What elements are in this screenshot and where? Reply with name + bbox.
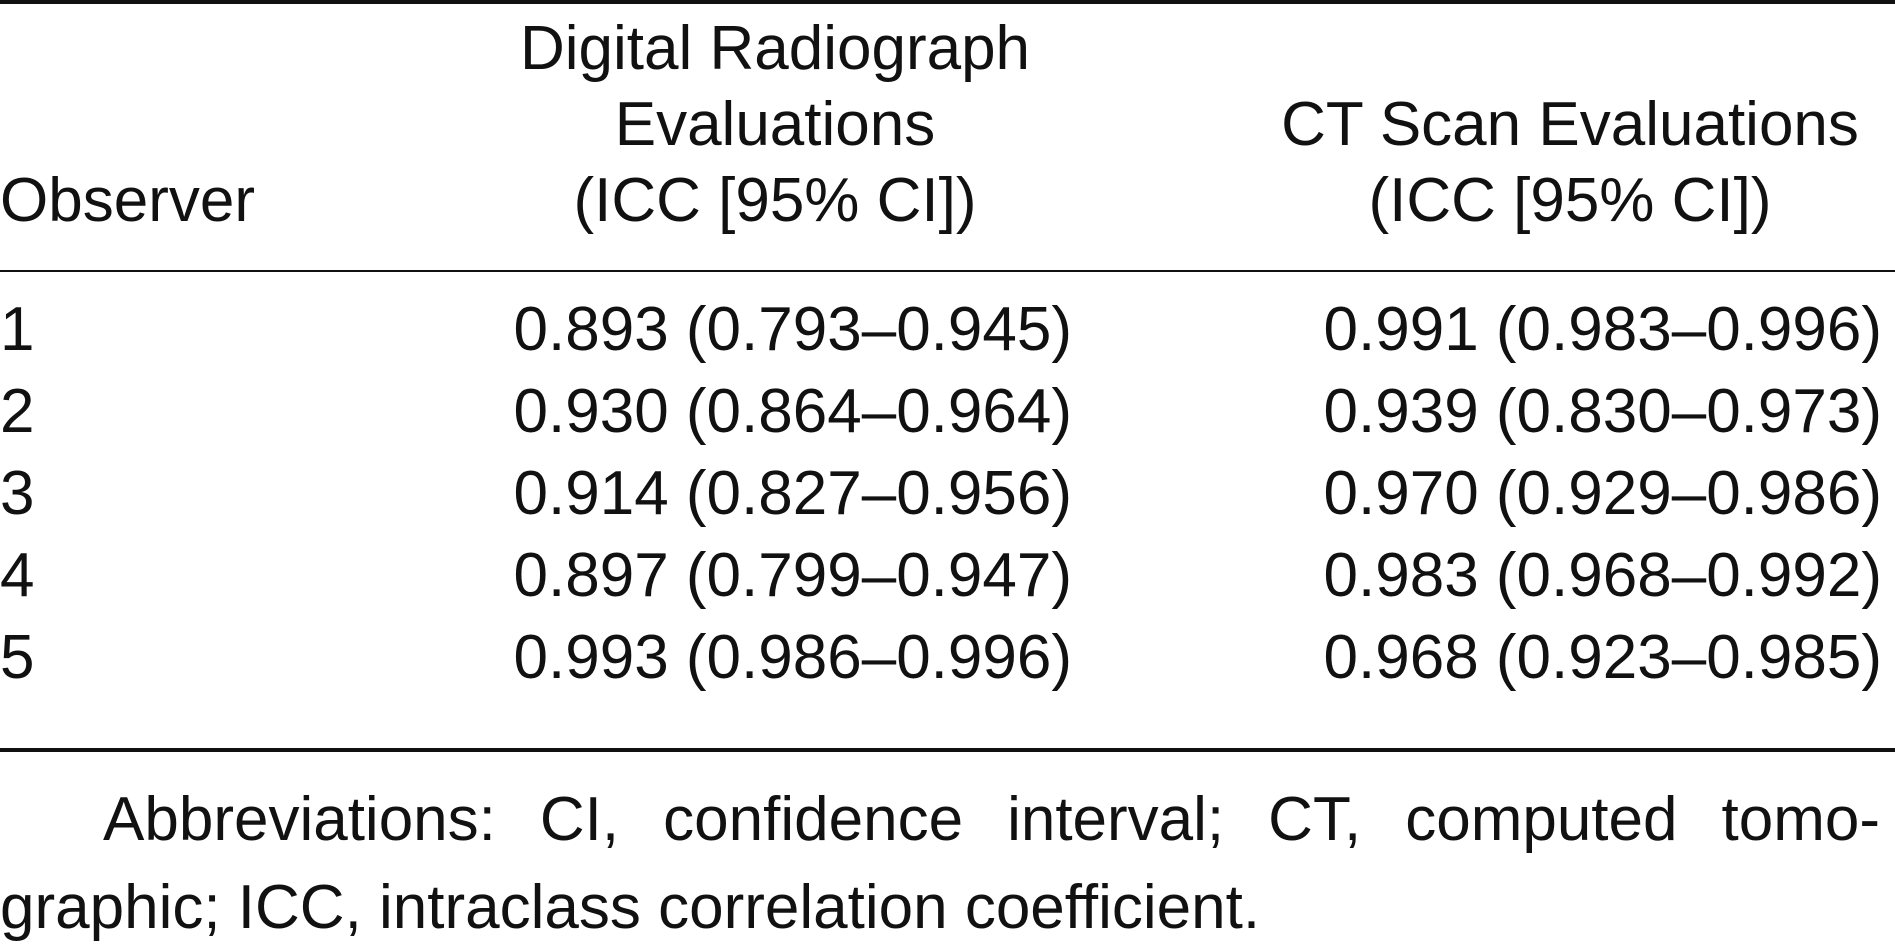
observer-cell: 1 [0, 295, 35, 364]
header-divider-rule [0, 270, 1895, 272]
header-digital-line1: Digital Radiograph [519, 14, 1031, 83]
observer-cell: 3 [0, 459, 35, 528]
ct-icc-cell: 0.983 (0.968–0.992) [1323, 541, 1882, 610]
table-row: 2 0.930 (0.864–0.964) 0.939 (0.830–0.973… [0, 371, 1895, 453]
table-footnote: Abbreviations: CI, confidence interval; … [0, 785, 1880, 942]
digital-icc-cell: 0.897 (0.799–0.947) [513, 541, 1072, 610]
observer-cell: 4 [0, 541, 35, 610]
table-top-rule [0, 0, 1895, 4]
header-observer-label: Observer [0, 166, 255, 235]
header-digital-line2: Evaluations [614, 90, 936, 159]
digital-icc-cell: 0.893 (0.793–0.945) [513, 295, 1072, 364]
header-digital-line3: (ICC [95% CI]) [573, 166, 977, 235]
header-ct-line1: CT Scan Evaluations [1281, 90, 1859, 159]
ct-icc-cell: 0.991 (0.983–0.996) [1323, 295, 1882, 364]
ct-icc-cell: 0.939 (0.830–0.973) [1323, 377, 1882, 446]
observer-cell: 5 [0, 623, 35, 692]
ct-icc-cell: 0.970 (0.929–0.986) [1323, 459, 1882, 528]
table-row: 5 0.993 (0.986–0.996) 0.968 (0.923–0.985… [0, 617, 1895, 699]
observer-cell: 2 [0, 377, 35, 446]
table-bottom-rule [0, 748, 1895, 752]
table-row: 4 0.897 (0.799–0.947) 0.983 (0.968–0.992… [0, 535, 1895, 617]
ct-icc-cell: 0.968 (0.923–0.985) [1323, 623, 1882, 692]
header-ct-scan: CT Scan Evaluations (ICC [95% CI]) [1245, 87, 1895, 239]
header-observer: Observer [0, 163, 255, 239]
digital-icc-cell: 0.930 (0.864–0.964) [513, 377, 1072, 446]
table-row: 3 0.914 (0.827–0.956) 0.970 (0.929–0.986… [0, 453, 1895, 535]
header-ct-line2: (ICC [95% CI]) [1368, 166, 1772, 235]
digital-icc-cell: 0.993 (0.986–0.996) [513, 623, 1072, 692]
header-digital-radiograph: Digital Radiograph Evaluations (ICC [95%… [430, 11, 1120, 239]
table-row: 1 0.893 (0.793–0.945) 0.991 (0.983–0.996… [0, 289, 1895, 371]
digital-icc-cell: 0.914 (0.827–0.956) [513, 459, 1072, 528]
